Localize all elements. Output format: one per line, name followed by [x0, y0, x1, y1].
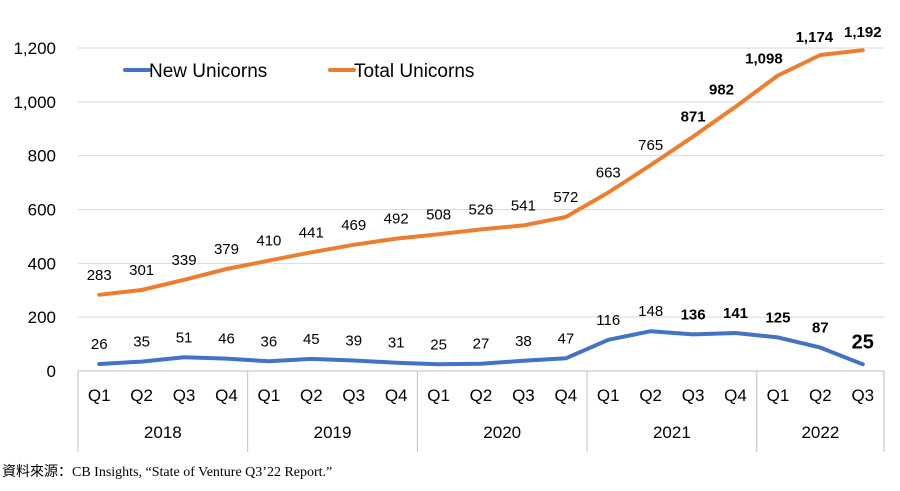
- x-tick-label: Q2: [809, 386, 832, 405]
- x-axis: Q1 Q2 Q3 Q4 Q1 Q2 Q3 Q4 Q1 Q2 Q3 Q4 Q1 Q2 Q3 Q4 Q1 Q2 Q3 20…: [77, 370, 885, 452]
- x-tick-label: Q3: [682, 386, 705, 405]
- x-year-label: 2019: [314, 423, 352, 442]
- y-axis: 0 200 400 600 800 1,000 1,200: [13, 39, 56, 381]
- new-unicorns-data-label: 25: [852, 331, 874, 353]
- new-unicorns-data-label: 125: [765, 309, 790, 326]
- x-tick-label: Q3: [512, 386, 535, 405]
- new-unicorns-data-label: 148: [638, 303, 663, 320]
- x-tick-label: Q4: [215, 386, 238, 405]
- total-unicorns-data-label: 572: [553, 189, 578, 206]
- y-tick-label: 1,000: [13, 93, 56, 112]
- total-unicorns-data-label: 1,174: [796, 29, 834, 46]
- y-tick-label: 600: [28, 201, 56, 220]
- source-note: 資料來源：CB Insights, “State of Venture Q3’2…: [2, 465, 333, 480]
- y-tick-label: 800: [28, 147, 56, 166]
- legend: New Unicorns Total Unicorns: [123, 61, 474, 82]
- x-tick-label: Q1: [258, 386, 281, 405]
- total-unicorns-data-label: 1,192: [844, 24, 882, 41]
- new-unicorns-data-label: 25: [430, 336, 447, 353]
- x-year-label: 2018: [144, 423, 182, 442]
- new-unicorns-data-label: 141: [723, 305, 748, 322]
- total-unicorns-data-label: 492: [384, 211, 409, 228]
- total-unicorns-data-label: 982: [709, 82, 734, 99]
- x-tick-label: Q4: [724, 386, 747, 405]
- new-unicorns-data-label: 27: [473, 336, 490, 353]
- new-unicorns-line: [97, 329, 865, 367]
- new-unicorns-data-label: 38: [515, 333, 532, 350]
- new-unicorns-data-label: 51: [176, 329, 193, 346]
- new-unicorns-data-label: 36: [261, 333, 278, 350]
- legend-label: New Unicorns: [149, 61, 267, 82]
- total-unicorns-data-label: 469: [341, 217, 366, 234]
- total-unicorns-data-label: 541: [511, 197, 536, 214]
- x-tick-label: Q1: [88, 386, 111, 405]
- total-unicorns-data-label: 339: [172, 252, 197, 269]
- total-unicorns-data-label: 1,098: [745, 50, 783, 67]
- total-unicorns-data-label: 441: [299, 224, 324, 241]
- x-tick-label: Q3: [342, 386, 365, 405]
- x-tick-label: Q1: [427, 386, 450, 405]
- new-unicorns-data-label: 116: [596, 312, 620, 329]
- x-tick-label: Q2: [470, 386, 493, 405]
- new-unicorns-data-label: 46: [218, 331, 235, 348]
- total-unicorns-data-label: 410: [256, 233, 281, 250]
- x-year-label: 2021: [653, 423, 691, 442]
- x-year-label: 2020: [483, 423, 521, 442]
- new-unicorns-data-label: 45: [303, 331, 320, 348]
- x-tick-label: Q2: [300, 386, 323, 405]
- gridlines: [78, 47, 884, 318]
- x-tick-label: Q2: [639, 386, 662, 405]
- x-tick-label: Q4: [554, 386, 577, 405]
- total-unicorns-data-label: 765: [638, 137, 663, 154]
- x-tick-label: Q2: [130, 386, 153, 405]
- line-chart: 0 200 400 600 800 1,000 1,200 Q1 Q2 Q3 Q4 Q1 Q2 Q3 Q4…: [13, 24, 885, 452]
- y-tick-label: 400: [28, 254, 56, 273]
- x-tick-label: Q3: [851, 386, 874, 405]
- total-unicorns-data-label: 663: [596, 165, 621, 182]
- legend-label: Total Unicorns: [354, 61, 474, 82]
- data-labels: 26 35 51 46 36 45 39 31 25 27 38 47 116 148 136 141 125 8…: [87, 24, 882, 353]
- new-unicorns-data-label: 35: [133, 334, 150, 351]
- x-tick-label: Q3: [173, 386, 196, 405]
- x-tick-label: Q1: [597, 386, 620, 405]
- new-unicorns-data-label: 87: [812, 320, 829, 337]
- y-tick-label: 0: [47, 362, 56, 381]
- total-unicorns-data-label: 526: [468, 201, 493, 218]
- total-unicorns-data-label: 871: [681, 109, 706, 126]
- new-unicorns-data-label: 47: [557, 330, 574, 347]
- new-unicorns-data-label: 26: [91, 336, 108, 353]
- y-tick-label: 1,200: [13, 39, 56, 58]
- total-unicorns-data-label: 283: [87, 267, 112, 284]
- x-tick-label: Q1: [767, 386, 790, 405]
- y-tick-label: 200: [28, 308, 56, 327]
- total-unicorns-data-label: 508: [426, 206, 451, 223]
- total-unicorns-data-label: 301: [129, 262, 154, 279]
- x-tick-label: Q4: [385, 386, 408, 405]
- new-unicorns-data-label: 39: [345, 333, 362, 350]
- series-lines: [97, 48, 865, 367]
- x-year-label: 2022: [801, 423, 839, 442]
- new-unicorns-data-label: 31: [388, 335, 405, 352]
- total-unicorns-data-label: 379: [214, 241, 239, 258]
- new-unicorns-data-label: 136: [681, 306, 706, 323]
- total-unicorns-line: [97, 48, 865, 297]
